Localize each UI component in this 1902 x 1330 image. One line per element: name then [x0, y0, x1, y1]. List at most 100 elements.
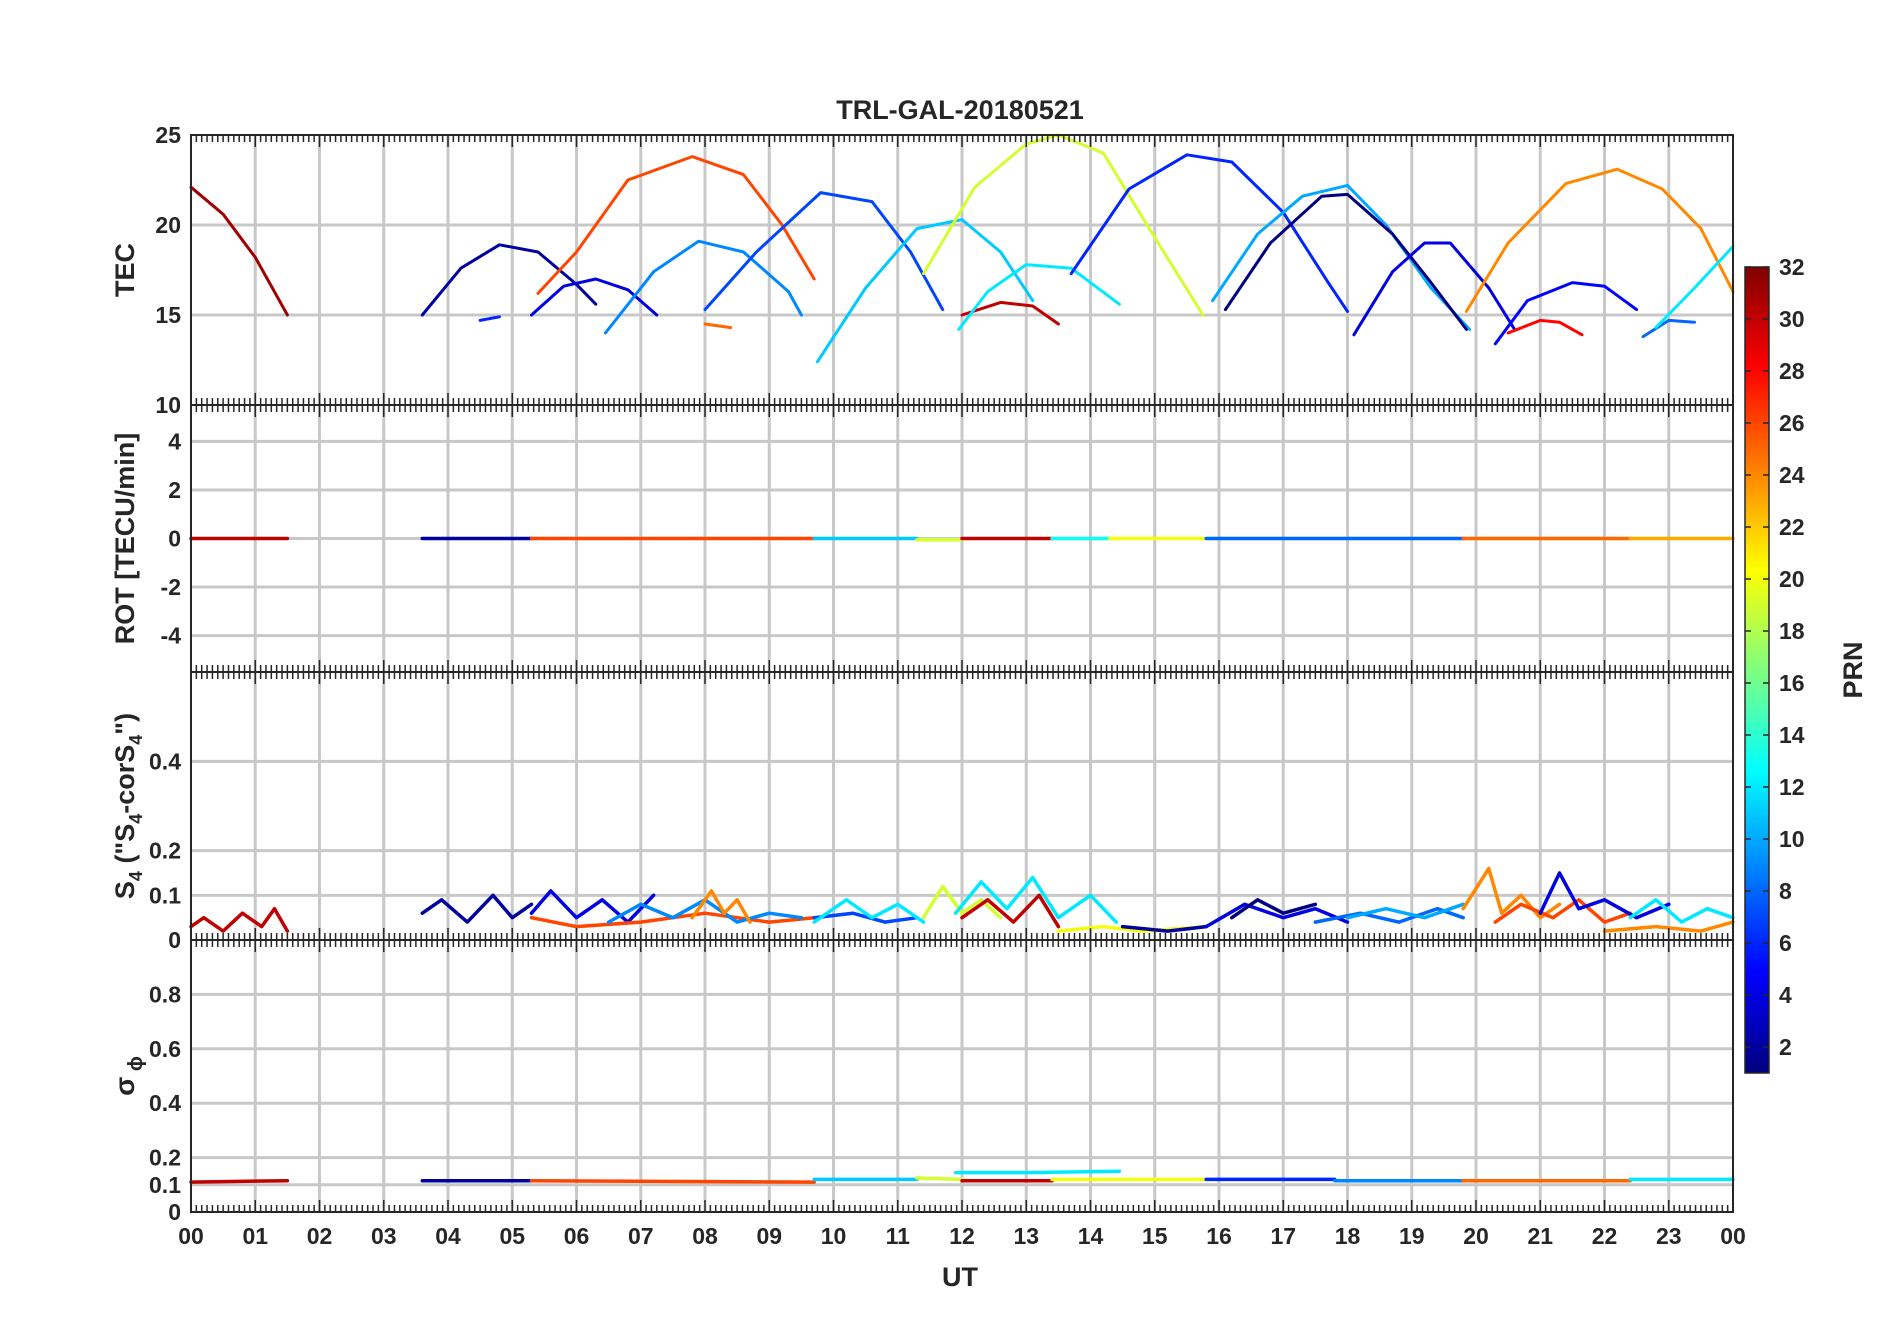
x-tick-label: 09	[756, 1223, 782, 1249]
minor-ticks-sigma	[190, 940, 1734, 1212]
series-prn-11	[815, 218, 1035, 364]
colorbar-gradient	[1744, 266, 1770, 1074]
x-tick-label: 21	[1527, 1223, 1553, 1249]
minor-ticks-s4	[190, 672, 1734, 940]
x-tick-label: 10	[821, 1223, 847, 1249]
colorbar-tick-label: 4	[1779, 982, 1792, 1008]
grid-s4	[191, 672, 1733, 940]
x-tick-label: 11	[886, 1223, 911, 1249]
x-tick-label: 07	[628, 1223, 654, 1249]
colorbar-tick-label: 12	[1779, 774, 1805, 800]
colorbar-tick-label: 22	[1779, 514, 1805, 540]
x-tick-label: 14	[1078, 1223, 1104, 1249]
y-tick-label: 0.1	[149, 1172, 181, 1198]
colorbar-tick-label: 6	[1779, 930, 1792, 956]
colorbar-tick-label: 20	[1779, 566, 1805, 592]
series-rot	[189, 536, 1735, 542]
series-prn-24	[1602, 920, 1735, 933]
x-tick-label: 18	[1335, 1223, 1361, 1249]
series-prn-30	[189, 906, 290, 933]
colorbar-label: PRN	[1838, 641, 1868, 698]
x-tick-label: 08	[692, 1223, 718, 1249]
x-axis-label: UT	[942, 1262, 978, 1292]
series-prn-12	[957, 263, 1121, 331]
series-prn-8	[1641, 318, 1696, 339]
series-s4	[189, 866, 1735, 933]
series-prn-10	[1345, 902, 1465, 920]
y-tick-label: 25	[155, 122, 181, 148]
chart-title: TRL-GAL-20180521	[836, 95, 1084, 125]
series-prn-7	[812, 911, 919, 924]
series-prn-24	[690, 889, 752, 924]
series-prn-25	[703, 322, 733, 330]
panel-rot: -4 -2 0 2 4 ROT [TECU/min]	[110, 404, 1735, 673]
series-prn-19	[921, 884, 1003, 920]
y-tick-label: 0	[168, 927, 181, 953]
y-tick-label: 0.1	[149, 882, 181, 908]
series-prn-9	[603, 239, 803, 335]
series-prn-2	[1120, 924, 1208, 933]
colorbar-tick-label: 24	[1779, 462, 1805, 488]
series-prn-12	[1654, 245, 1735, 330]
x-tick-labels: 00 01 02 03 04 05 06 07 08 09 10 11 12 13 14 15 16 17 18 19…	[178, 1223, 1746, 1249]
series-prn-6	[1069, 153, 1349, 313]
x-tick-label: 23	[1656, 1223, 1682, 1249]
series-prn-4	[1204, 902, 1350, 929]
y-tick-label: 15	[155, 302, 181, 328]
series-sigma	[189, 1169, 1735, 1184]
panel-sigma: 00.10.2 0.4 0.6 0.8 σ ϕ	[109, 939, 1735, 1225]
series-prn-4	[1538, 871, 1671, 920]
y-tick-label: 10	[155, 392, 181, 418]
minor-ticks-rot	[190, 405, 1734, 672]
series-prn-26	[536, 155, 816, 295]
series-prn-4	[1352, 241, 1517, 337]
grid-sigma	[191, 940, 1733, 1212]
y-tick-label: 2	[168, 477, 181, 503]
x-tick-label: 05	[499, 1223, 525, 1249]
series-prn-12	[1628, 898, 1735, 924]
x-tick-label: 16	[1206, 1223, 1232, 1249]
y-tick-label: 0	[168, 1199, 181, 1225]
series-prn-19	[915, 1176, 964, 1182]
x-tick-label: 01	[242, 1223, 268, 1249]
colorbar-tick-label: 26	[1779, 410, 1805, 436]
y-axis-label-tec: TEC	[110, 243, 140, 297]
y-tick-labels-tec: 10 15 20 25	[155, 122, 181, 418]
series-prn-30	[960, 300, 1060, 326]
series-tec	[189, 133, 1735, 364]
x-tick-label: 02	[307, 1223, 333, 1249]
colorbar-tick-label: 16	[1779, 670, 1805, 696]
series-prn-12	[812, 898, 926, 924]
colorbar-tick-label: 10	[1779, 826, 1805, 852]
y-tick-label: 0.2	[149, 838, 181, 864]
series-prn-4	[530, 277, 659, 317]
x-tick-label: 19	[1399, 1223, 1425, 1249]
minor-ticks-tec	[190, 135, 1734, 405]
series-prn-26	[529, 1178, 816, 1184]
series-prn-26	[1493, 898, 1632, 924]
y-tick-labels-rot: -4 -2 0 2 4	[161, 428, 182, 648]
axes-box-sigma	[190, 939, 1734, 1213]
y-tick-label: -2	[161, 574, 181, 600]
x-tick-label: 00	[1720, 1223, 1746, 1249]
series-prn-1	[1223, 192, 1468, 331]
y-tick-label: 0.4	[149, 1090, 181, 1116]
y-tick-label: -4	[161, 623, 182, 649]
series-prn-10	[1211, 183, 1472, 331]
y-tick-label: 4	[168, 428, 181, 454]
y-tick-label: 20	[155, 212, 181, 238]
series-prn-7	[703, 191, 945, 312]
series-prn-6	[478, 315, 501, 322]
x-tick-label: 22	[1592, 1223, 1618, 1249]
series-prn-30	[189, 1178, 290, 1184]
colorbar-tick-label: 32	[1779, 254, 1805, 280]
colorbar-tick-label: 18	[1779, 618, 1805, 644]
colorbar-tick-label: 14	[1779, 722, 1805, 748]
x-tick-label: 13	[1013, 1223, 1039, 1249]
y-axis-label-s4: S4 ("S4-corS4")	[110, 713, 146, 899]
x-tick-label: 06	[564, 1223, 590, 1249]
colorbar-tick-label: 2	[1779, 1034, 1792, 1060]
panel-s4: 0 0.1 0.2 0.4S4 ("S4-corS4")	[110, 671, 1735, 953]
